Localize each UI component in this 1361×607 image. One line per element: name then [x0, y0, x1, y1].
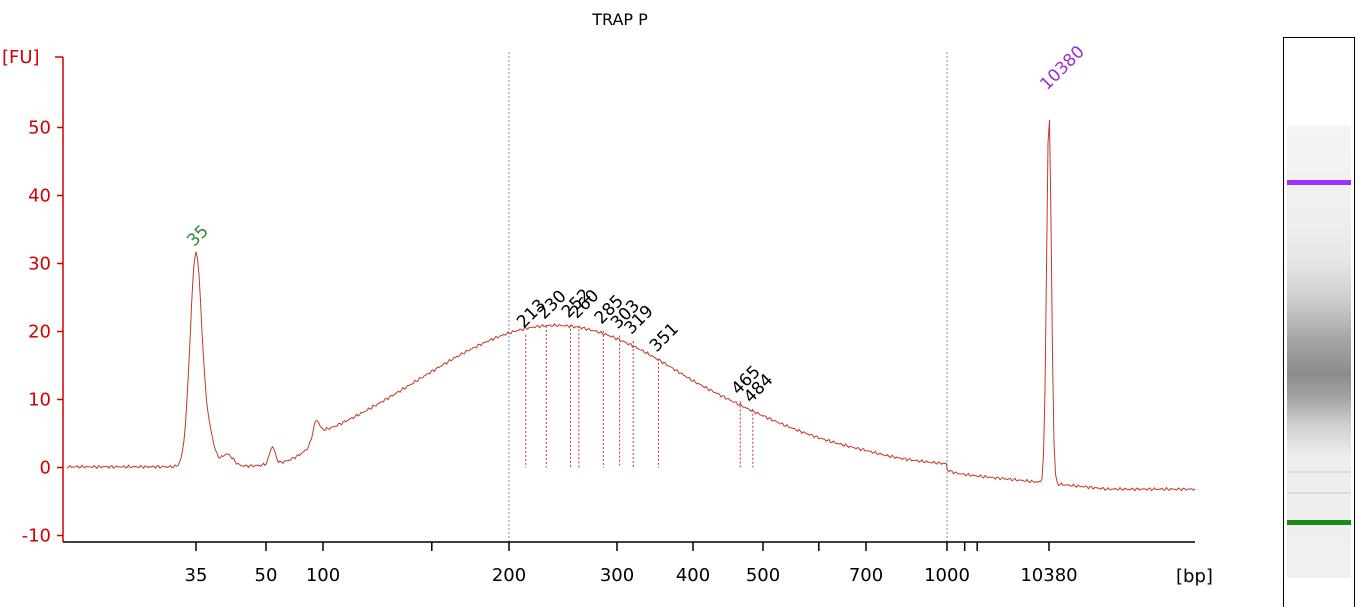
y-tick-label: 10 [28, 390, 51, 411]
gel-faint-band [1287, 492, 1351, 494]
x-tick-label: 35 [185, 565, 208, 586]
y-tick-label: 30 [28, 254, 51, 275]
x-tick-label: 10380 [1020, 565, 1077, 586]
gel-lower-marker-band [1287, 520, 1351, 525]
x-tick-label: 300 [600, 565, 634, 586]
x-tick-label: 50 [255, 565, 278, 586]
y-tick-label: 50 [28, 118, 51, 139]
x-tick-label: 500 [746, 565, 780, 586]
peak-label: 10380 [1036, 42, 1088, 94]
y-tick-label: 40 [28, 186, 51, 207]
y-tick-label: 20 [28, 322, 51, 343]
x-tick-label: 1000 [924, 565, 970, 586]
gel-faint-band [1287, 471, 1351, 473]
x-tick-label: 700 [849, 565, 883, 586]
y-axis-label: [FU] [2, 47, 40, 68]
x-tick-label: 400 [676, 565, 710, 586]
gel-lane-image [1283, 37, 1355, 607]
y-tick-label: 0 [40, 458, 51, 479]
chart-title: TRAP P [591, 10, 648, 29]
x-tick-label: 100 [306, 565, 340, 586]
gel-smear [1287, 126, 1351, 578]
peak-label: 351 [646, 319, 683, 356]
fluorescence-trace [66, 119, 1196, 492]
gel-upper-marker-band [1287, 180, 1351, 185]
peak-label: 35 [183, 221, 212, 250]
x-axis-label: [bp] [1176, 566, 1213, 587]
y-tick-label: -10 [22, 526, 51, 547]
x-tick-label: 200 [492, 565, 526, 586]
